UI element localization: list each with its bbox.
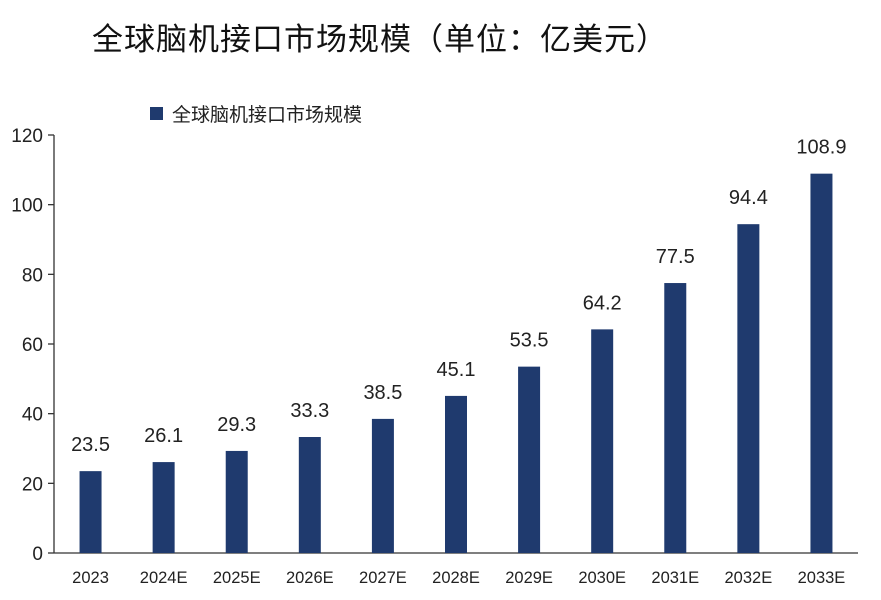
- bar: [591, 329, 614, 553]
- x-tick-label: 2028E: [432, 569, 480, 587]
- y-tick-label: 0: [32, 544, 43, 565]
- data-label: 53.5: [510, 330, 549, 352]
- y-tick-label: 100: [11, 196, 43, 217]
- x-tick-label: 2026E: [286, 569, 334, 587]
- x-tick-label: 2025E: [213, 569, 261, 587]
- x-tick-label: 2024E: [140, 569, 188, 587]
- data-label: 64.2: [583, 292, 622, 314]
- x-tick-label: 2023: [72, 569, 109, 587]
- bar: [664, 283, 687, 553]
- bar: [445, 395, 467, 553]
- y-tick-label: 40: [22, 405, 43, 426]
- bar: [810, 173, 833, 554]
- bar: [737, 224, 760, 553]
- bar: [298, 437, 321, 553]
- bar: [79, 471, 102, 553]
- data-label: 26.1: [144, 425, 183, 447]
- x-tick-label: 2027E: [359, 569, 407, 587]
- x-axis: 2023 2024E 2025E 2026E 2027E 2028E 2029E 2030E 2…: [54, 552, 858, 587]
- data-label: 29.3: [217, 414, 256, 436]
- y-tick-label: 60: [22, 335, 43, 356]
- legend-label: 全球脑机接口市场规模: [172, 103, 363, 126]
- x-tick-label: 2033E: [798, 569, 846, 587]
- data-label: 77.5: [656, 246, 695, 268]
- legend: 全球脑机接口市场规模: [150, 100, 362, 126]
- y-tick-label: 20: [22, 474, 43, 495]
- bar: [225, 450, 248, 553]
- x-tick-label: 2029E: [505, 569, 553, 587]
- bars: [79, 173, 833, 554]
- x-tick-label: 2031E: [651, 569, 699, 587]
- bar: [518, 366, 541, 553]
- legend-swatch: [150, 106, 163, 120]
- chart-title: 全球脑机接口市场规模（单位：亿美元）: [92, 22, 668, 58]
- y-axis: 0 20 40 60 80 100 120: [11, 126, 55, 565]
- data-label: 33.3: [290, 400, 329, 422]
- x-tick-label: 2030E: [578, 569, 626, 587]
- data-label: 108.9: [796, 137, 846, 159]
- data-labels: 23.5 26.1 29.3 33.3 38.5 45.1 53.5 64.2 77.5 94.4…: [71, 137, 846, 456]
- x-tick-label: 2032E: [725, 569, 773, 587]
- bar: [152, 462, 175, 553]
- bar: [371, 418, 394, 553]
- data-label: 45.1: [437, 359, 476, 381]
- data-label: 94.4: [729, 187, 768, 209]
- data-label: 23.5: [71, 434, 110, 456]
- y-tick-label: 120: [11, 126, 43, 147]
- y-tick-label: 80: [22, 265, 43, 286]
- data-label: 38.5: [363, 382, 402, 404]
